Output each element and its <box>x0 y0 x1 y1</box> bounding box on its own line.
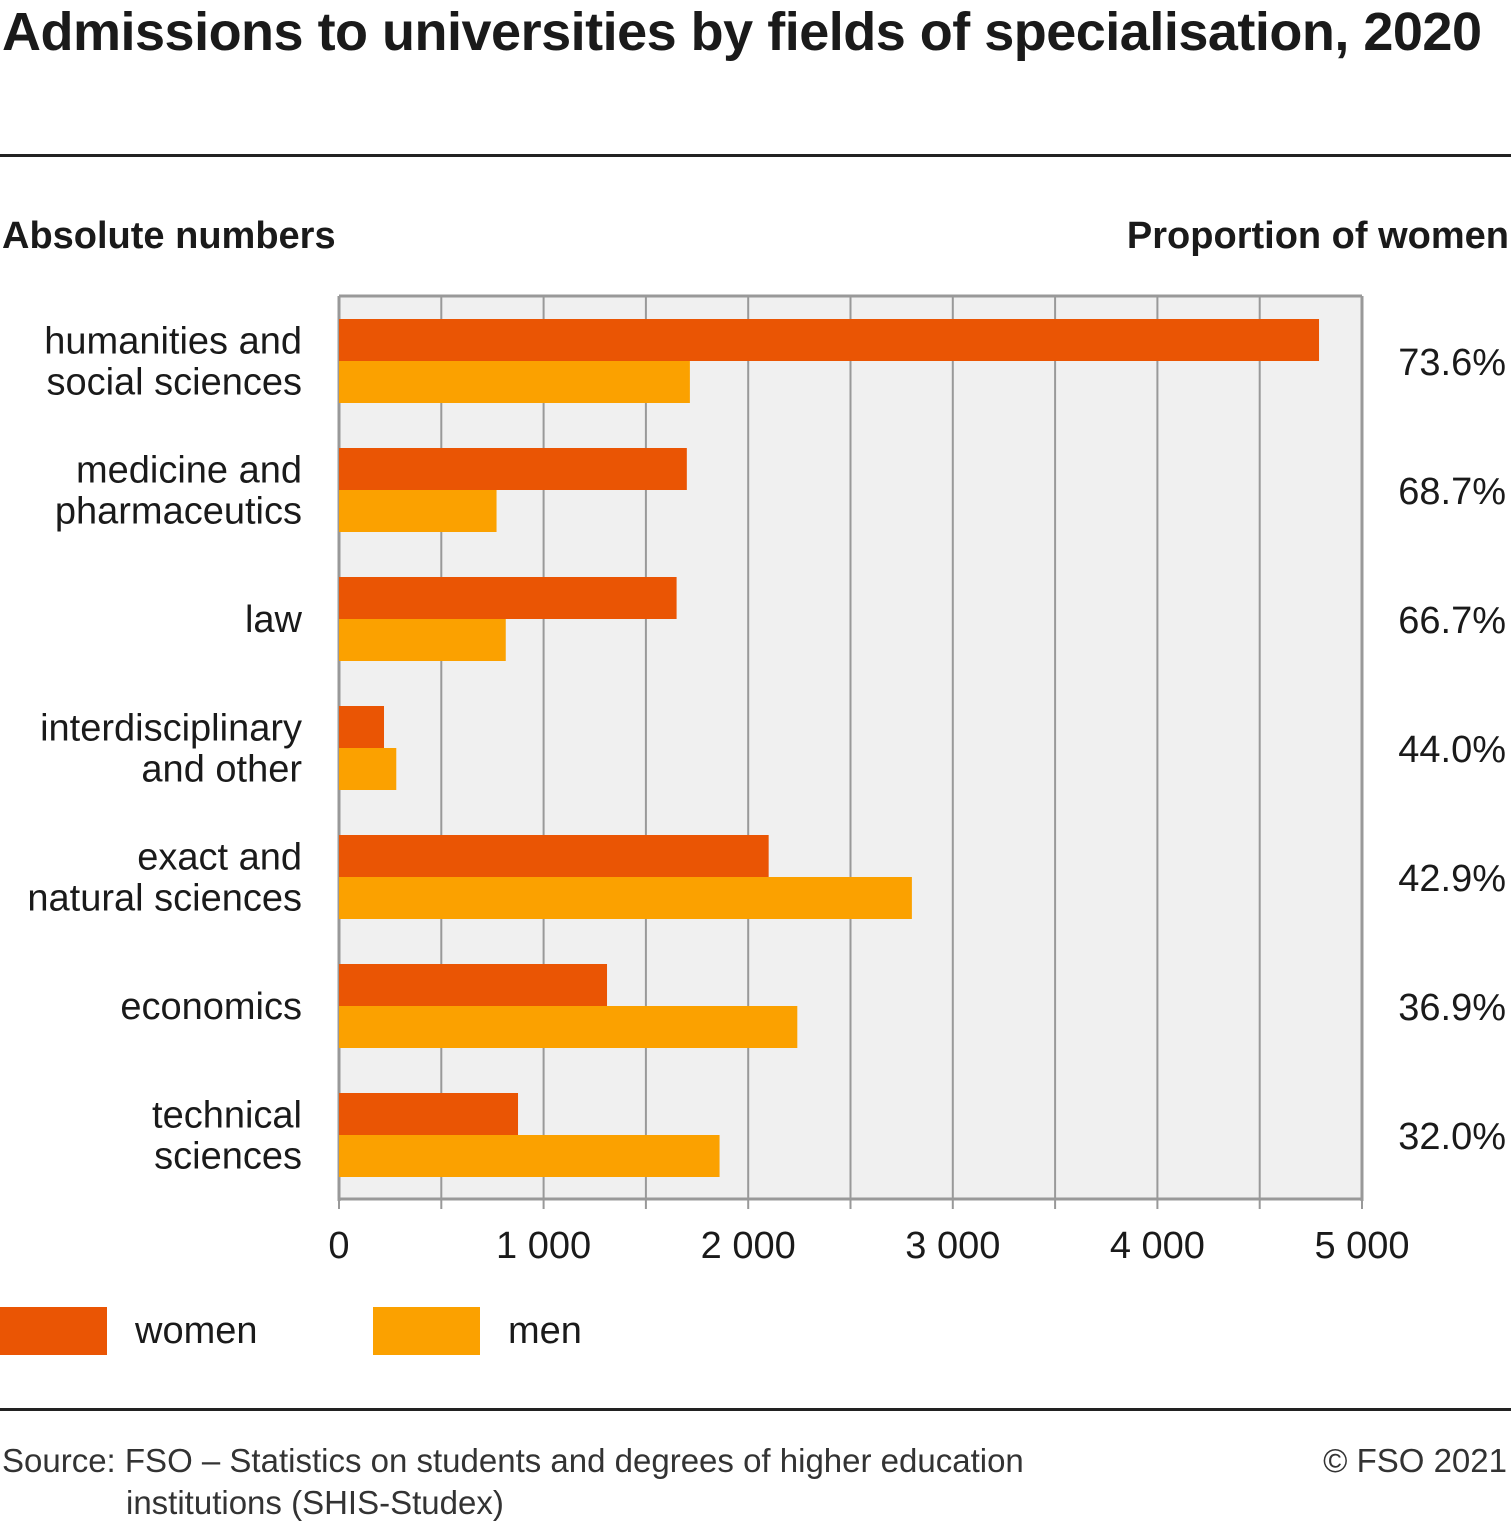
legend-label-men: men <box>508 1310 582 1352</box>
category-label: exact and <box>137 837 302 879</box>
bar-men <box>339 1006 798 1048</box>
bar-women <box>339 964 608 1006</box>
legend-item-women: women <box>0 1306 258 1356</box>
legend-item-men: men <box>373 1306 582 1356</box>
legend-swatch-men <box>373 1307 480 1355</box>
category-label: technical <box>152 1095 302 1137</box>
copyright: © FSO 2021 <box>1323 1442 1507 1479</box>
x-tick-label: 0 <box>328 1225 349 1267</box>
bar-men <box>339 1135 720 1177</box>
x-tick-label: 4 000 <box>1110 1225 1205 1267</box>
bar-women <box>339 1093 519 1135</box>
legend-swatch-women <box>0 1307 107 1355</box>
proportion-label: 68.7% <box>1398 471 1506 513</box>
category-label: pharmaceutics <box>55 491 302 533</box>
category-label: humanities and <box>44 321 302 363</box>
right-subtitle: Proportion of women <box>1126 215 1509 257</box>
bar-men <box>339 619 506 661</box>
source-line-1: Source: FSO – Statistics on students and… <box>2 1442 1024 1479</box>
category-label: medicine and <box>76 450 302 492</box>
bar-women <box>339 835 769 877</box>
top-rule <box>0 154 1511 157</box>
category-label: interdisciplinary <box>40 708 302 750</box>
bar-men <box>339 361 690 403</box>
bar-men <box>339 490 497 532</box>
x-tick-label: 5 000 <box>1314 1225 1409 1267</box>
bar-women <box>339 577 677 619</box>
bar-men <box>339 748 397 790</box>
chart-title: Admissions to universities by fields of … <box>2 2 1482 62</box>
plot-area <box>337 294 1364 1209</box>
bar-men <box>339 877 912 919</box>
x-tick-label: 1 000 <box>496 1225 591 1267</box>
proportion-label: 36.9% <box>1398 987 1506 1029</box>
source-note: Source: FSO – Statistics on students and… <box>2 1440 1024 1524</box>
category-label: and other <box>141 749 302 791</box>
proportion-labels: 73.6% 68.7% 66.7% 44.0% 42.9% 36.9% 32.0% <box>1398 342 1506 1158</box>
proportion-label: 32.0% <box>1398 1116 1506 1158</box>
proportion-label: 44.0% <box>1398 729 1506 771</box>
bar-women <box>339 448 687 490</box>
source-line-2: institutions (SHIS-Studex) <box>126 1484 504 1521</box>
left-subtitle: Absolute numbers <box>2 215 336 257</box>
proportion-label: 42.9% <box>1398 858 1506 900</box>
bar-women <box>339 319 1320 361</box>
x-tick-labels: 0 1 000 2 000 3 000 4 000 5 000 <box>328 1225 1409 1267</box>
bar-women <box>339 706 385 748</box>
proportion-label: 66.7% <box>1398 600 1506 642</box>
proportion-label: 73.6% <box>1398 342 1506 384</box>
x-tick-label: 3 000 <box>905 1225 1000 1267</box>
category-label: economics <box>120 986 302 1028</box>
legend-label-women: women <box>135 1310 258 1352</box>
bars <box>339 319 1320 1177</box>
bottom-rule <box>0 1408 1511 1411</box>
category-label: sciences <box>154 1136 302 1178</box>
category-label: social sciences <box>46 362 302 404</box>
category-label: law <box>245 599 303 641</box>
x-tick-label: 2 000 <box>701 1225 796 1267</box>
category-label: natural sciences <box>27 878 302 920</box>
